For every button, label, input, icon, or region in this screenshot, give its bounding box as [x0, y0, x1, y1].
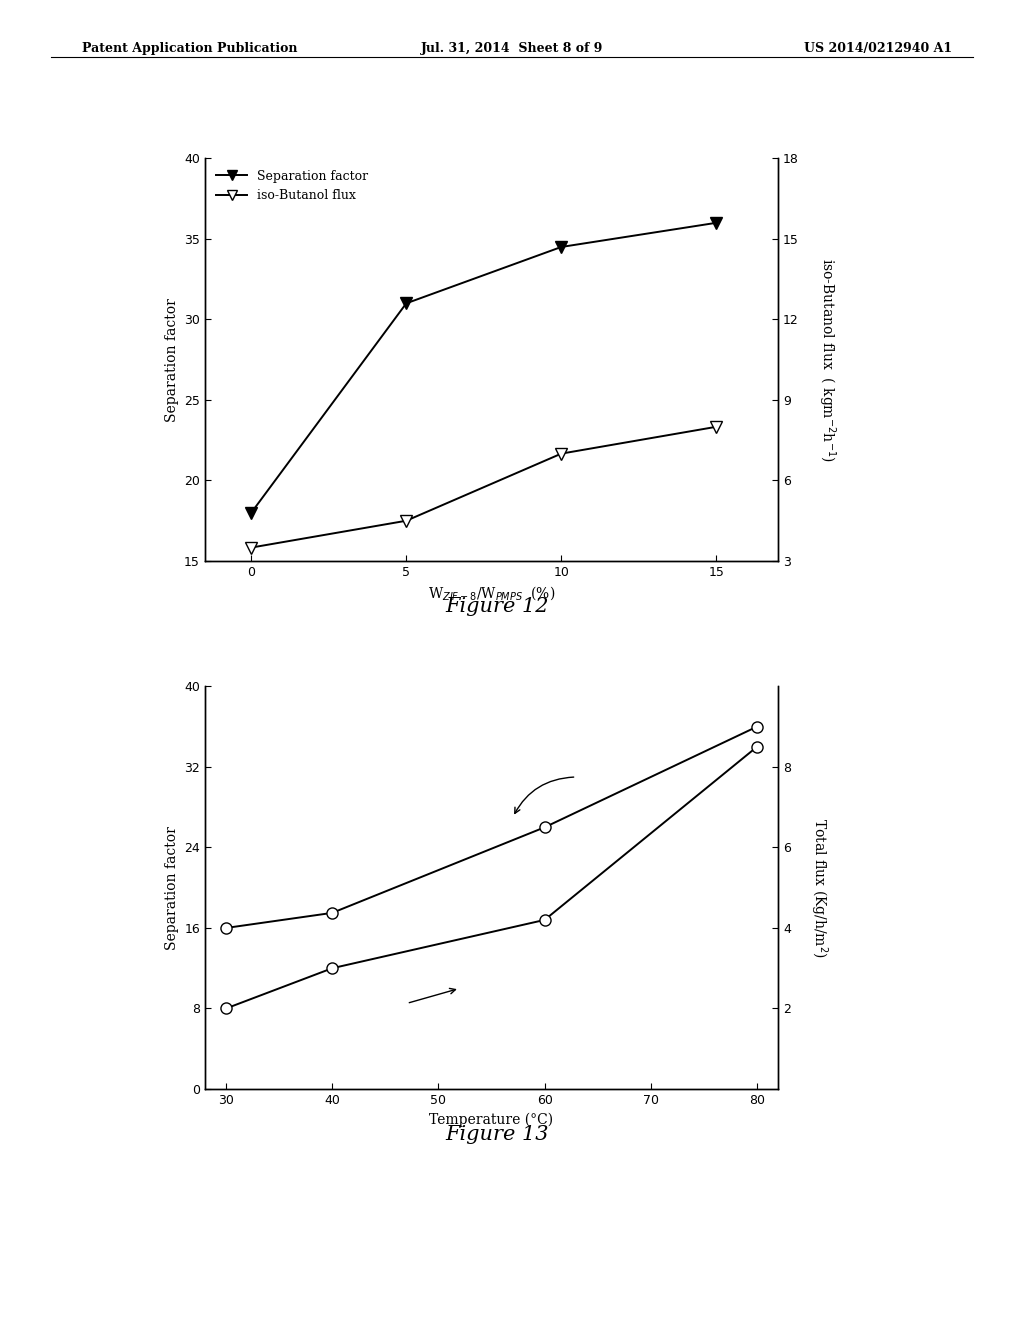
- Y-axis label: iso-Butanol flux  ( kgm$^{-2}$h$^{-1}$): iso-Butanol flux ( kgm$^{-2}$h$^{-1}$): [816, 257, 838, 462]
- X-axis label: W$_{ZIF-8}$/W$_{PMPS}$  (%): W$_{ZIF-8}$/W$_{PMPS}$ (%): [428, 585, 555, 602]
- Y-axis label: Separation factor: Separation factor: [165, 298, 178, 421]
- Text: Jul. 31, 2014  Sheet 8 of 9: Jul. 31, 2014 Sheet 8 of 9: [421, 42, 603, 55]
- X-axis label: Temperature (°C): Temperature (°C): [429, 1113, 554, 1127]
- Text: US 2014/0212940 A1: US 2014/0212940 A1: [804, 42, 952, 55]
- Legend: Separation factor, iso-Butanol flux: Separation factor, iso-Butanol flux: [211, 165, 374, 207]
- Y-axis label: Separation factor: Separation factor: [165, 826, 178, 949]
- Text: Figure 13: Figure 13: [444, 1125, 549, 1143]
- Text: Figure 12: Figure 12: [444, 597, 549, 615]
- Text: Patent Application Publication: Patent Application Publication: [82, 42, 297, 55]
- Y-axis label: Total flux (Kg/h/m$^{2}$): Total flux (Kg/h/m$^{2}$): [808, 817, 829, 958]
